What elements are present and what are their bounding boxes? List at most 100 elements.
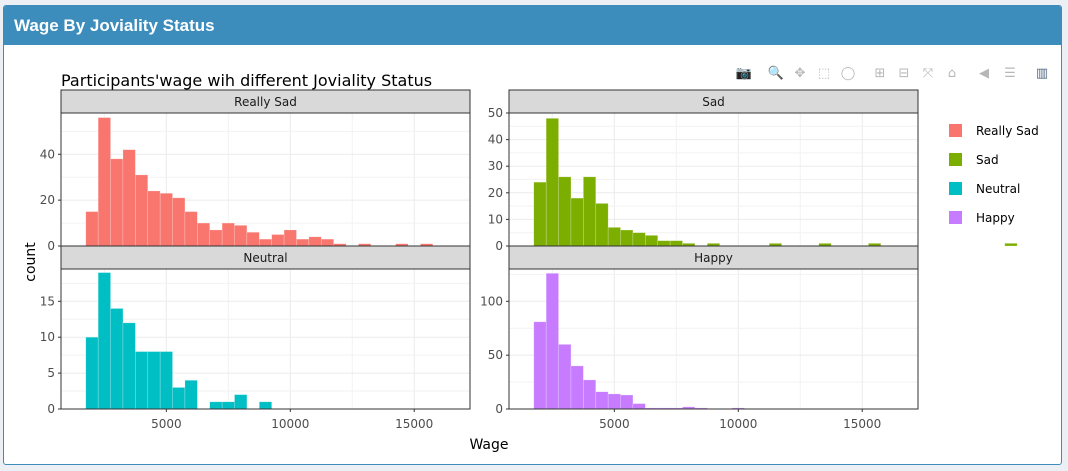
histogram-bar [221, 222, 235, 247]
histogram-bar [632, 232, 646, 247]
panel-border [508, 268, 919, 410]
histogram-bar [620, 394, 634, 410]
y-tick-label: 0 [47, 402, 55, 416]
histogram-bar [184, 379, 198, 410]
histogram-bar [259, 238, 272, 247]
facet-histogram-chart[interactable]: Participants'wage wih different Jovialit… [4, 6, 1062, 465]
histogram-bar [533, 181, 547, 247]
histogram-bar [209, 401, 223, 410]
histogram-bar [135, 351, 149, 410]
histogram-bar [110, 308, 124, 410]
histogram-bar [607, 227, 621, 247]
legend-swatch [949, 124, 962, 137]
facet-strip-label: Really Sad [234, 95, 297, 109]
legend-swatch [949, 211, 962, 224]
histogram-bar [122, 322, 136, 410]
histogram-bar [283, 229, 297, 247]
legend-label: Really Sad [976, 124, 1039, 138]
chart-title: Participants'wage wih different Jovialit… [61, 71, 432, 90]
box-title: Wage By Joviality Status [4, 6, 1061, 45]
histogram-bar [172, 197, 186, 247]
histogram-bar [570, 197, 584, 247]
histogram-bar [135, 174, 149, 247]
histogram-bar [259, 401, 272, 410]
histogram-bar [570, 365, 584, 410]
histogram-bar [110, 158, 124, 247]
histogram-bar [607, 393, 621, 410]
y-tick-label: 20 [488, 186, 503, 200]
histogram-bar [583, 379, 597, 410]
histogram-bar [308, 236, 322, 247]
legend-label: Happy [976, 211, 1015, 225]
plotly-logo-icon[interactable]: ▥ [1035, 66, 1049, 81]
y-tick-label: 30 [488, 159, 503, 173]
y-tick-label: 40 [488, 133, 503, 147]
y-tick-label: 5 [47, 366, 55, 380]
x-tick-label: 10000 [271, 417, 309, 431]
histogram-bar [558, 176, 572, 247]
zoom-out-icon[interactable]: ⊟ [898, 66, 910, 81]
compare-hover-icon[interactable]: ☰ [1004, 66, 1016, 81]
y-tick-label: 0 [495, 239, 503, 253]
zoom-in-icon[interactable]: ⊞ [874, 66, 886, 81]
spike-lines-icon[interactable]: ◀ [979, 66, 989, 81]
facet-strip-label: Sad [702, 95, 725, 109]
facet-strip-label: Neutral [243, 251, 287, 265]
y-tick-label: 0 [495, 402, 503, 416]
x-tick-label: 10000 [719, 417, 757, 431]
lasso-select-icon[interactable]: ◯ [840, 66, 856, 81]
histogram-bar [221, 401, 235, 410]
camera-icon[interactable]: 📷 [735, 66, 753, 81]
histogram-bar [583, 176, 597, 247]
histogram-bar [147, 190, 161, 247]
y-tick-label: 15 [40, 294, 55, 308]
histogram-bar [271, 234, 285, 247]
y-tick-label: 50 [488, 348, 503, 362]
y-tick-label: 40 [40, 147, 55, 161]
chart-box: Wage By Joviality Status Participants'wa… [3, 5, 1062, 465]
histogram-bar [558, 344, 572, 410]
y-tick-label: 50 [488, 106, 503, 120]
histogram-bar [234, 225, 248, 247]
reset-axes-icon[interactable]: ⌂ [947, 66, 957, 81]
legend-swatch [949, 153, 962, 166]
histogram-bar [97, 117, 111, 247]
histogram-bar [545, 118, 559, 247]
y-tick-label: 0 [47, 239, 55, 253]
y-tick-label: 20 [40, 193, 55, 207]
autoscale-icon[interactable]: ⤧ [922, 66, 934, 81]
histogram-bar [533, 321, 547, 410]
histogram-bar [246, 231, 260, 247]
histogram-bar [147, 351, 161, 410]
histogram-bar [296, 238, 310, 247]
panel-border [60, 268, 471, 410]
histogram-bar [172, 387, 186, 410]
histogram-bar [595, 391, 609, 410]
x-tick-label: 15000 [395, 417, 433, 431]
y-tick-label: 10 [40, 330, 55, 344]
x-axis-label: Wage [469, 437, 508, 453]
histogram-bar [184, 211, 198, 247]
y-tick-label: 100 [480, 294, 503, 308]
histogram-bar [122, 149, 136, 247]
histogram-bar [85, 336, 99, 410]
legend-label: Sad [976, 153, 999, 167]
legend-label: Neutral [976, 182, 1020, 196]
box-select-icon[interactable]: ⬚ [817, 66, 831, 81]
facet-strip-label: Happy [694, 251, 733, 265]
histogram-bar [595, 203, 609, 247]
histogram-bar [85, 211, 99, 247]
pan-icon[interactable]: ✥ [794, 66, 806, 81]
x-tick-label: 5000 [599, 417, 630, 431]
x-tick-label: 15000 [843, 417, 881, 431]
x-tick-label: 5000 [151, 417, 182, 431]
histogram-bar [159, 192, 173, 247]
histogram-bar [197, 222, 211, 247]
histogram-bar [632, 403, 646, 410]
histogram-bar [645, 235, 659, 247]
histogram-bar [620, 229, 634, 247]
zoom-icon[interactable]: 🔍 [767, 66, 785, 81]
histogram-bar [669, 240, 683, 247]
histogram-bar [97, 272, 111, 410]
y-tick-label: 10 [488, 212, 503, 226]
